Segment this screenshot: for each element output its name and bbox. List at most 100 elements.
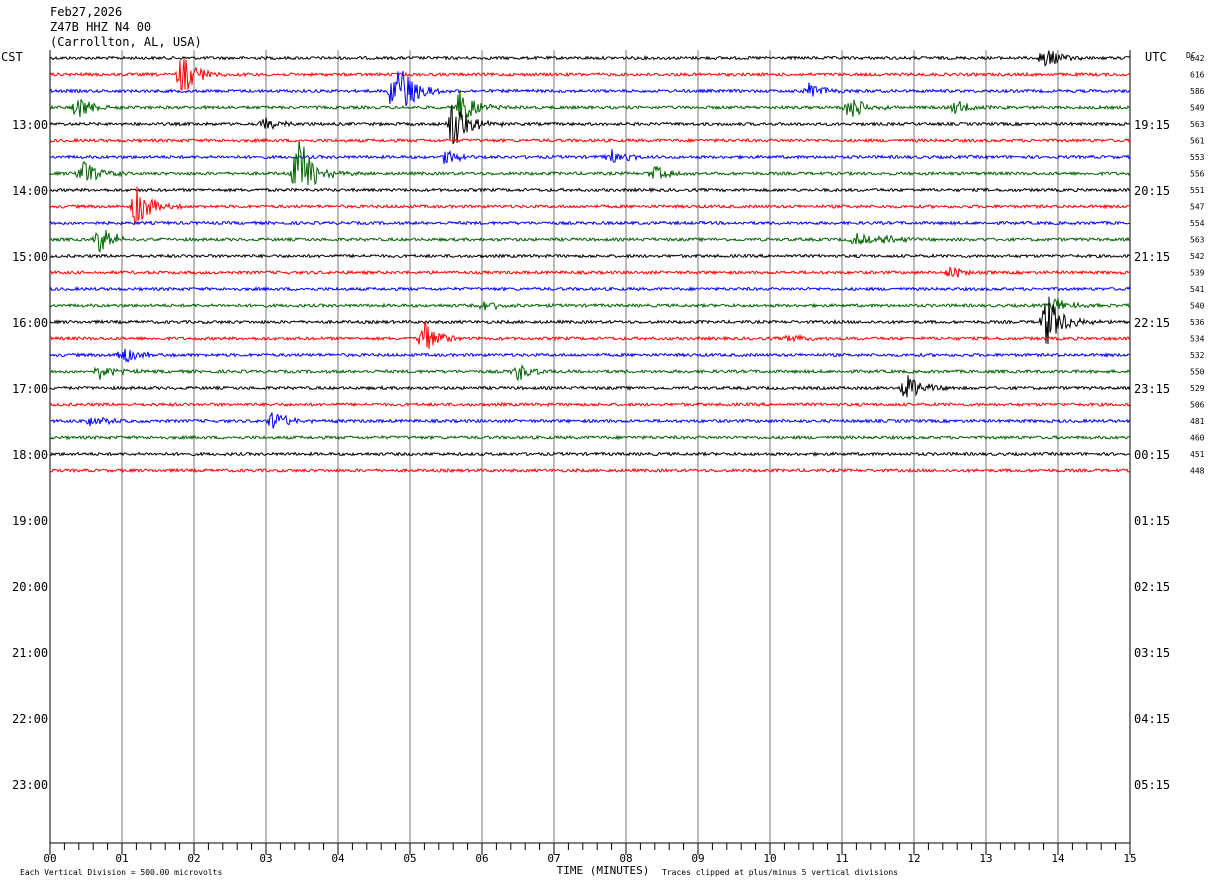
right-hour-label: 19:15 xyxy=(1134,118,1170,132)
dc-offset-label: 532 xyxy=(1190,351,1205,360)
header-station: Z47B HHZ N4 00 xyxy=(50,20,151,34)
x-tick-label: 12 xyxy=(907,852,920,865)
right-hour-label: 22:15 xyxy=(1134,316,1170,330)
right-hour-label: 00:15 xyxy=(1134,448,1170,462)
right-hour-label: 01:15 xyxy=(1134,514,1170,528)
seismic-trace xyxy=(49,230,1131,253)
seismic-trace xyxy=(49,296,1131,345)
seismic-trace xyxy=(49,348,1131,363)
seismic-trace xyxy=(49,401,1131,408)
dc-offset-label: 540 xyxy=(1190,302,1205,311)
x-tick-label: 15 xyxy=(1123,852,1136,865)
seismic-trace xyxy=(49,253,1131,259)
dc-offset-label: 563 xyxy=(1190,236,1205,245)
seismic-trace xyxy=(49,50,1131,67)
clip-note: Traces clipped at plus/minus 5 vertical … xyxy=(662,868,898,877)
dc-offset-label: 616 xyxy=(1190,71,1205,80)
dc-offset-label: 529 xyxy=(1190,384,1205,393)
seismic-trace xyxy=(49,58,1131,91)
scale-note: Each Vertical Division = 500.00 microvol… xyxy=(20,868,222,877)
dc-column-label: DC xyxy=(1186,51,1196,60)
dc-offset-label: 451 xyxy=(1190,450,1205,459)
dc-offset-label: 541 xyxy=(1190,285,1205,294)
x-tick-label: 06 xyxy=(475,852,488,865)
x-tick-label: 04 xyxy=(331,852,345,865)
seismic-trace xyxy=(49,297,1131,314)
seismic-trace xyxy=(49,412,1131,429)
x-tick-label: 14 xyxy=(1051,852,1065,865)
dc-offset-label: 547 xyxy=(1190,203,1205,212)
dc-offset-label: 481 xyxy=(1190,417,1205,426)
dc-offset-label: 561 xyxy=(1190,137,1205,146)
seismic-trace xyxy=(49,375,1131,398)
dc-offset-label: 542 xyxy=(1190,252,1205,261)
dc-offset-label: 554 xyxy=(1190,219,1205,228)
left-hour-label: 20:00 xyxy=(12,580,48,594)
x-tick-label: 08 xyxy=(619,852,632,865)
right-hour-label: 04:15 xyxy=(1134,712,1170,726)
x-tick-label: 10 xyxy=(763,852,776,865)
dc-offset-label: 586 xyxy=(1190,87,1205,96)
dc-offset-label: 460 xyxy=(1190,434,1205,443)
seismic-trace xyxy=(49,137,1131,144)
left-hour-label: 16:00 xyxy=(12,316,48,330)
x-tick-label: 02 xyxy=(187,852,200,865)
left-hour-label: 23:00 xyxy=(12,778,48,792)
right-hour-label: 21:15 xyxy=(1134,250,1170,264)
right-hour-label: 20:15 xyxy=(1134,184,1170,198)
left-hour-label: 19:00 xyxy=(12,514,48,528)
x-axis-title: TIME (MINUTES) xyxy=(557,864,650,877)
header-date: Feb27,2026 xyxy=(50,5,122,19)
seismic-trace xyxy=(49,451,1131,457)
left-hour-label: 17:00 xyxy=(12,382,48,396)
seismic-trace xyxy=(49,140,1131,186)
dc-offset-label: 448 xyxy=(1190,467,1205,476)
x-tick-label: 00 xyxy=(43,852,56,865)
dc-offset-label: 549 xyxy=(1190,104,1205,113)
right-hour-label: 03:15 xyxy=(1134,646,1170,660)
seismic-trace xyxy=(49,186,1131,226)
x-tick-label: 09 xyxy=(691,852,704,865)
dc-offset-label: 536 xyxy=(1190,318,1205,327)
dc-offset-label: 550 xyxy=(1190,368,1205,377)
seismic-trace xyxy=(49,89,1130,121)
left-timezone-label: CST xyxy=(1,50,23,64)
dc-offset-label: 539 xyxy=(1190,269,1205,278)
right-timezone-label: UTC xyxy=(1145,50,1167,64)
x-tick-label: 03 xyxy=(259,852,272,865)
dc-offset-label: 534 xyxy=(1190,335,1205,344)
seismic-trace xyxy=(49,286,1131,292)
x-tick-label: 11 xyxy=(835,852,848,865)
x-tick-label: 01 xyxy=(115,852,128,865)
seismic-trace xyxy=(49,104,1131,145)
dc-offset-label: 556 xyxy=(1190,170,1205,179)
seismic-trace xyxy=(49,434,1130,441)
right-hour-label: 02:15 xyxy=(1134,580,1170,594)
dc-offset-label: 642 xyxy=(1190,54,1205,63)
x-tick-label: 13 xyxy=(979,852,992,865)
x-tick-label: 07 xyxy=(547,852,560,865)
left-hour-label: 13:00 xyxy=(12,118,48,132)
dc-offset-label: 551 xyxy=(1190,186,1205,195)
dc-offset-label: 506 xyxy=(1190,401,1205,410)
seismic-trace xyxy=(49,187,1131,194)
seismic-trace xyxy=(49,321,1131,349)
right-hour-label: 05:15 xyxy=(1134,778,1170,792)
right-hour-label: 23:15 xyxy=(1134,382,1170,396)
x-tick-label: 05 xyxy=(403,852,416,865)
left-hour-label: 22:00 xyxy=(12,712,48,726)
dc-offset-label: 563 xyxy=(1190,120,1205,129)
left-hour-label: 18:00 xyxy=(12,448,48,462)
seismic-trace xyxy=(49,467,1131,474)
seismic-trace xyxy=(49,220,1131,226)
dc-offset-label: 553 xyxy=(1190,153,1205,162)
left-hour-label: 14:00 xyxy=(12,184,48,198)
seismic-trace xyxy=(49,265,1131,278)
seismic-trace xyxy=(49,363,1131,382)
left-hour-label: 21:00 xyxy=(12,646,48,660)
left-hour-label: 15:00 xyxy=(12,250,48,264)
seismic-trace xyxy=(49,148,1131,164)
seismic-trace xyxy=(49,71,1131,107)
header-location: (Carrollton, AL, USA) xyxy=(50,35,202,49)
